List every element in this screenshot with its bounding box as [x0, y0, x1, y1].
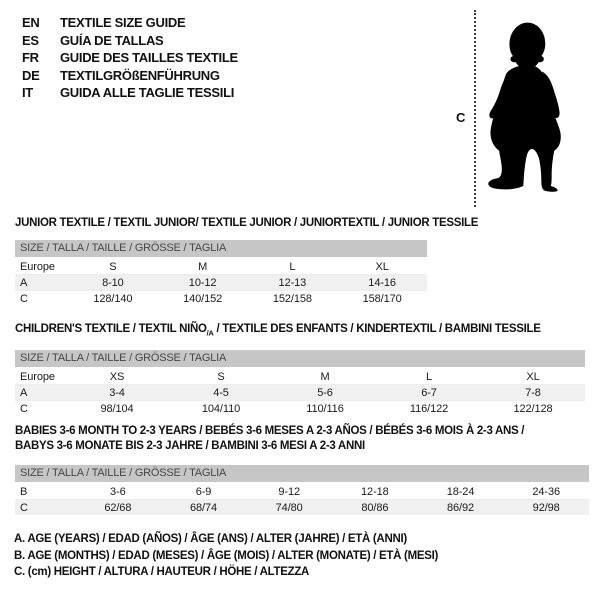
cell-value: XL: [375, 260, 389, 273]
cell-value: 3-4: [109, 386, 125, 399]
row-label: Europe: [20, 370, 55, 383]
lang-code: DE: [22, 67, 40, 83]
cell-value: 6-9: [195, 485, 212, 498]
cell-value: 5-6: [317, 386, 333, 399]
row-label: A: [20, 386, 28, 399]
cell-value: 128/140: [93, 292, 133, 305]
cell-value: XL: [526, 370, 540, 383]
cell-value: 158/170: [362, 292, 402, 305]
babies-title-line1: BABIES 3-6 MONTH TO 2-3 YEARS / BEBÉS 3-…: [15, 425, 525, 437]
lang-title: GUÍA DE TALLAS: [60, 32, 164, 48]
lang-code: FR: [22, 50, 39, 65]
toddler-silhouette-icon: [488, 22, 561, 192]
cell-value: 6-7: [421, 386, 437, 399]
table-row: C 62/68 68/74 74/80 80/86 86/92 92/98: [15, 500, 589, 515]
cell-value: 152/158: [272, 292, 312, 305]
babies-table-title: BABIES 3-6 MONTH TO 2-3 YEARS / BEBÉS 3-…: [15, 424, 575, 454]
footnote-b: B. AGE (MONTHS) / EDAD (MESES) / ÂGE (MO…: [14, 549, 439, 562]
cell-value: L: [289, 260, 296, 273]
cell-value: 4-5: [213, 386, 229, 399]
row-label: C: [20, 501, 28, 514]
junior-table-rows: Europe S M L XL A 8-10 10-12 12-13 14-16 C 128/140 1…: [15, 259, 427, 306]
children-table-title: CHILDREN'S TEXTILE / TEXTIL NIÑO/A / TEX…: [15, 323, 541, 337]
cell-value: M: [198, 260, 208, 273]
children-title-text: / TEXTILE DES ENFANTS / KINDERTEXTIL / B…: [213, 323, 541, 335]
babies-table-rows: B 3-6 6-9 9-12 12-18 18-24 24-36 C 62/68 68/74 74/…: [15, 484, 589, 515]
cell-value: 86/92: [447, 501, 475, 514]
cell-value: 3-6: [110, 485, 126, 498]
cell-value: 7-8: [525, 386, 541, 399]
lang-row-it: IT GUIDA ALLE TAGLIE TESSILI: [22, 84, 238, 102]
children-title-subscript: /A: [206, 328, 214, 338]
cell-value: 122/128: [513, 402, 553, 415]
row-label: C: [20, 292, 28, 305]
babies-title-line2: BABYS 3-6 MONATE BIS 2-3 JAHRE / BAMBINI…: [15, 440, 365, 452]
cell-value: S: [217, 370, 225, 383]
cell-value: M: [320, 370, 330, 383]
table-row: A 8-10 10-12 12-13 14-16: [15, 275, 427, 291]
cell-value: 62/68: [104, 501, 132, 514]
junior-table-title: JUNIOR TEXTILE / TEXTIL JUNIOR/ TEXTILE …: [15, 217, 479, 229]
lang-row-de: DE TEXTILGRÖßENFÜHRUNG: [22, 67, 238, 85]
row-label: Europe: [20, 260, 55, 273]
lang-row-es: ES GUÍA DE TALLAS: [22, 32, 238, 50]
lang-title: TEXTILGRÖßENFÜHRUNG: [60, 67, 220, 83]
table-row: Europe S M L XL: [15, 259, 427, 275]
cell-value: 18-24: [446, 485, 475, 498]
cell-value: XS: [109, 370, 125, 383]
height-measure-dotted-line: [474, 10, 476, 207]
cell-value: 74/80: [275, 501, 303, 514]
language-title-list: EN TEXTILE SIZE GUIDE ES GUÍA DE TALLAS …: [22, 14, 238, 102]
cell-value: 92/98: [532, 501, 560, 514]
cell-value: 12-13: [278, 276, 307, 289]
cell-value: 8-10: [102, 276, 124, 289]
children-title-text: CHILDREN'S TEXTILE / TEXTIL NIÑO: [15, 323, 207, 335]
table-row: A 3-4 4-5 5-6 6-7 7-8: [15, 385, 585, 401]
cell-value: 68/74: [189, 501, 218, 514]
size-header-bar: SIZE / TALLA / TAILLE / GRÖSSE / TAGLIA: [15, 240, 427, 257]
size-header-bar: SIZE / TALLA / TAILLE / GRÖSSE / TAGLIA: [15, 465, 589, 482]
size-header-bar: SIZE / TALLA / TAILLE / GRÖSSE / TAGLIA: [15, 350, 585, 367]
children-table-rows: Europe XS S M L XL A 3-4 4-5 5-6 6-7 7-8 C 98/104 104/…: [15, 369, 585, 416]
footnote-c: C. (cm) HEIGHT / ALTURA / HAUTEUR / HÖHE…: [14, 566, 310, 578]
cell-value: 80/86: [361, 501, 389, 514]
cell-value: 10-12: [188, 276, 217, 289]
junior-size-table: SIZE / TALLA / TAILLE / GRÖSSE / TAGLIA …: [15, 240, 427, 306]
lang-title: TEXTILE SIZE GUIDE: [60, 15, 186, 30]
cell-value: 98/104: [100, 402, 134, 415]
lang-code: IT: [22, 85, 33, 100]
lang-title: GUIDE DES TAILLES TEXTILE: [60, 50, 238, 65]
table-row: C 98/104 104/110 110/116 116/122 122/128: [15, 401, 585, 416]
cell-value: 14-16: [368, 276, 396, 289]
legend-footnotes: A. AGE (YEARS) / EDAD (AÑOS) / ÂGE (ANS)…: [14, 531, 438, 581]
babies-size-table: SIZE / TALLA / TAILLE / GRÖSSE / TAGLIA …: [15, 465, 589, 515]
cell-value: 116/122: [409, 402, 449, 415]
table-row: C 128/140 140/152 152/158 158/170: [15, 291, 427, 306]
cell-value: 24-36: [532, 485, 561, 498]
cell-value: 12-18: [361, 485, 389, 498]
cell-value: 104/110: [201, 402, 241, 415]
cell-value: S: [109, 260, 117, 273]
cell-value: 110/116: [306, 402, 344, 415]
lang-row-en: EN TEXTILE SIZE GUIDE: [22, 14, 238, 32]
footnote-a: A. AGE (YEARS) / EDAD (AÑOS) / ÂGE (ANS)…: [14, 533, 407, 545]
lang-title: GUIDA ALLE TAGLIE TESSILI: [60, 85, 235, 100]
cell-value: 140/152: [183, 292, 223, 305]
children-size-table: SIZE / TALLA / TAILLE / GRÖSSE / TAGLIA …: [15, 350, 585, 416]
lang-row-fr: FR GUIDE DES TAILLES TEXTILE: [22, 49, 238, 67]
height-measure-label: C: [456, 110, 466, 125]
cell-value: 9-12: [278, 485, 300, 498]
row-label: A: [20, 276, 28, 289]
table-row: Europe XS S M L XL: [15, 369, 585, 385]
lang-code: EN: [22, 15, 40, 30]
lang-code: ES: [22, 32, 39, 48]
row-label: C: [20, 402, 28, 415]
cell-value: L: [425, 370, 433, 383]
table-row: B 3-6 6-9 9-12 12-18 18-24 24-36: [15, 484, 589, 500]
row-label: B: [20, 485, 28, 498]
